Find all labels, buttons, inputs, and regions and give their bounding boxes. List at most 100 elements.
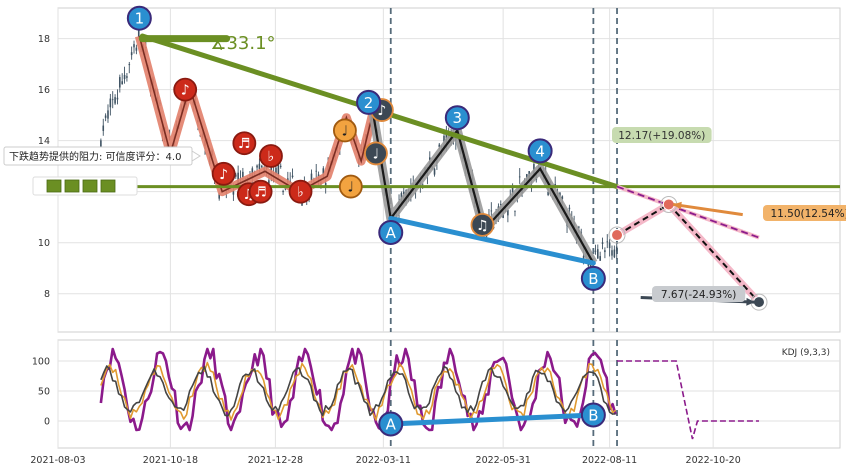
trendline-angle-label: ∡33.1°	[210, 33, 275, 54]
target-point	[611, 229, 624, 242]
note-glyph: ♪	[377, 103, 386, 119]
candle-body	[114, 97, 116, 104]
y-tick-label: 10	[38, 238, 50, 249]
candle-body	[421, 183, 424, 185]
candle-body	[291, 175, 294, 178]
y-tick-label: 50	[38, 387, 50, 398]
zigzag-core-early	[138, 35, 374, 193]
candle-body	[490, 210, 493, 212]
annotation-labels: 12.17(+19.08%) 11.50(12.54%) 7.67(-24.93%)…	[3, 127, 846, 302]
candle-body	[615, 246, 618, 252]
annotation-target-box	[763, 205, 846, 221]
pattern-point	[444, 105, 470, 131]
candle-body	[514, 210, 516, 212]
candle-body	[121, 81, 123, 85]
candle-body	[578, 226, 580, 228]
candle-body	[433, 168, 436, 175]
note-marker	[364, 141, 388, 166]
target-up-arrow	[673, 202, 743, 217]
note-glyph: ♬	[238, 136, 251, 152]
candle-body	[109, 98, 112, 108]
note-marker	[232, 131, 257, 156]
pattern-point-label: 1	[135, 10, 145, 28]
candle-body	[107, 110, 109, 119]
x-tick-label: 2021-08-03	[30, 455, 85, 466]
note-glyph: ♭	[297, 185, 304, 201]
x-tick-label: 2022-05-31	[476, 455, 531, 466]
note-marker	[248, 179, 273, 204]
note-glyph: ♩	[373, 146, 380, 162]
annotation-down-box	[652, 286, 746, 302]
pattern-point	[356, 89, 382, 115]
candle-body	[104, 115, 107, 118]
candle-body	[218, 193, 221, 199]
y-tick-label: 14	[38, 136, 50, 147]
candle-body	[268, 180, 270, 184]
candle-body	[499, 203, 502, 206]
candle-body	[601, 242, 604, 244]
candle-body	[613, 249, 616, 258]
y-tick-label: 100	[32, 357, 50, 368]
candle-body	[611, 250, 613, 256]
candle-body	[100, 140, 102, 149]
target-point	[753, 296, 765, 309]
candle-body	[322, 168, 325, 179]
candle-body	[130, 52, 133, 56]
note-marker	[338, 174, 363, 199]
y-tick-label: 16	[38, 85, 50, 96]
candle-body	[111, 99, 114, 101]
resistance-extension-line	[616, 185, 760, 239]
candle-body	[260, 165, 263, 168]
candle-body	[606, 241, 609, 243]
score-icon	[46, 179, 62, 193]
candle-body	[559, 192, 561, 197]
note-glyph: ♫	[476, 218, 489, 234]
score-icon	[64, 179, 80, 193]
kdj-divergence-label: A	[386, 416, 397, 434]
target-down-arrow-head	[746, 297, 755, 306]
candle-body	[275, 167, 277, 175]
candle-body	[604, 250, 606, 253]
note-marker	[288, 179, 313, 204]
x-tick-label: 2022-03-11	[356, 455, 411, 466]
numbered-points: 1 2 3 4 A B	[126, 5, 606, 291]
note-markers: ♪♪♬♫ ♬♭♭♩♩♩♪♫	[173, 77, 495, 237]
candle-body	[126, 76, 128, 78]
candle-body	[608, 242, 611, 249]
candle-body	[282, 190, 284, 193]
candle-body	[507, 209, 509, 216]
score-icon	[100, 179, 116, 193]
target-point-ring	[608, 226, 626, 244]
candle-body	[102, 125, 105, 131]
kdj-divergence-point	[580, 402, 606, 428]
pattern-point	[378, 220, 404, 246]
candle-body	[518, 176, 521, 178]
candle-body	[561, 196, 564, 200]
candle-body	[137, 26, 140, 37]
candle-body	[232, 191, 235, 195]
candle-body	[428, 157, 431, 161]
candle-body	[324, 182, 327, 186]
pattern-point	[580, 265, 606, 291]
kdj-d-line	[100, 365, 616, 417]
zigzag-core-late	[371, 112, 595, 264]
pattern-point-label: 3	[453, 109, 463, 127]
lower-support-line	[388, 215, 596, 266]
x-tick-label: 2021-12-28	[248, 455, 303, 466]
target-up-arrow-head	[673, 201, 682, 210]
candle-body	[568, 207, 571, 210]
note-marker	[259, 144, 283, 168]
price-plot-area	[57, 7, 841, 333]
candle-body	[258, 163, 261, 169]
note-marker	[333, 118, 357, 143]
candle-body	[547, 192, 549, 195]
price-panel: 810121416184 ∡33.1° ♪♪♬♫♬♭♭♩♩♩♪♫ 1234AB …	[3, 5, 846, 333]
y-tick-label: 18	[38, 34, 50, 45]
candle-body	[237, 172, 239, 184]
zigzag-path	[134, 34, 598, 266]
kdj-divergence-label: B	[588, 407, 598, 425]
note-glyph: ♭	[268, 149, 275, 165]
x-tick-labels: 2021-08-03 2021-10-18 2021-12-28 2022-03-11…	[30, 455, 740, 466]
note-glyph: ♪	[181, 83, 190, 99]
